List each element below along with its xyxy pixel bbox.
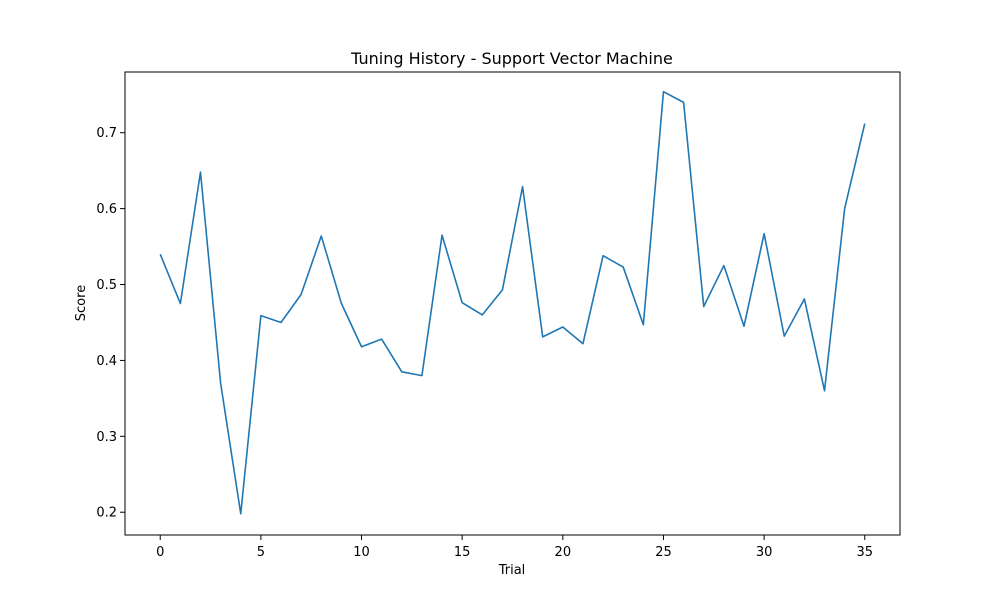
x-tick-label: 20 xyxy=(555,545,572,560)
y-tick-label: 0.3 xyxy=(96,430,117,445)
y-tick-label: 0.2 xyxy=(96,506,117,521)
chart-title: Tuning History - Support Vector Machine xyxy=(350,49,673,68)
y-axis-ticks: 0.2 0.3 0.4 0.5 0.6 0.7 xyxy=(96,126,125,521)
series-line xyxy=(159,90,866,515)
y-tick-label: 0.5 xyxy=(96,278,117,293)
series-layer xyxy=(159,90,866,515)
x-tick-label: 25 xyxy=(655,545,672,560)
x-tick-label: 15 xyxy=(454,545,471,560)
y-axis-label: Score xyxy=(74,285,89,321)
plot-frame xyxy=(124,71,901,536)
x-axis-label: Trial xyxy=(498,563,526,578)
x-tick-label: 5 xyxy=(257,545,265,560)
x-axis-ticks: 0 5 10 15 20 25 30 35 xyxy=(156,535,873,560)
x-tick-label: 35 xyxy=(856,545,873,560)
x-tick-label: 30 xyxy=(756,545,773,560)
y-tick-label: 0.7 xyxy=(96,126,117,141)
x-tick-label: 10 xyxy=(353,545,370,560)
y-tick-label: 0.6 xyxy=(96,202,117,217)
x-tick-label: 0 xyxy=(156,545,164,560)
y-tick-label: 0.4 xyxy=(96,354,117,369)
